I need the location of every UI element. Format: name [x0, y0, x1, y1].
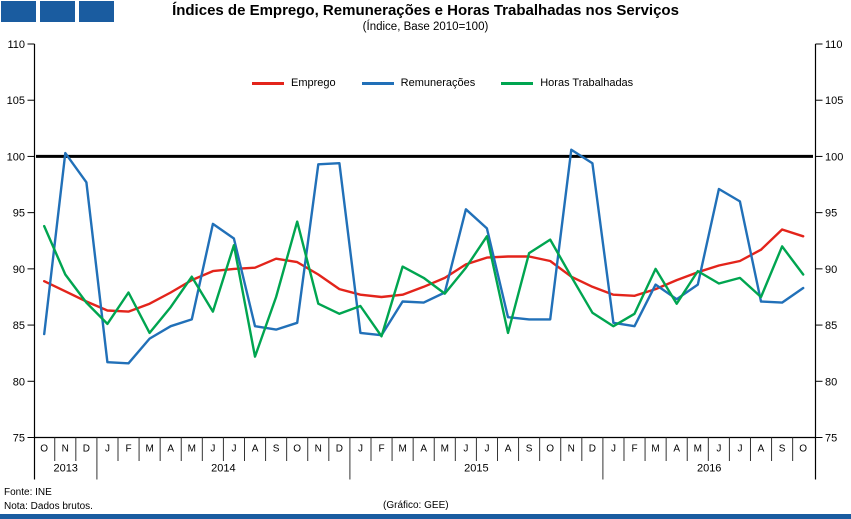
month-label: M	[651, 444, 659, 455]
y-axis-label-left: 85	[13, 320, 25, 332]
legend-item-remuneracoes: Remunerações	[361, 77, 476, 89]
month-label: S	[779, 444, 786, 455]
month-label: J	[716, 444, 721, 455]
credit-text: (Gráfico: GEE)	[383, 500, 449, 511]
y-axis-label-right: 95	[825, 208, 837, 220]
month-label: A	[167, 444, 174, 455]
note-text: Nota: Dados brutos.	[4, 501, 93, 512]
month-label: J	[463, 444, 468, 455]
y-axis-label-right: 90	[825, 264, 837, 276]
year-label: 2015	[464, 463, 488, 475]
logo-square-icon	[1, 1, 36, 22]
month-label: M	[441, 444, 449, 455]
month-label: F	[378, 444, 384, 455]
emprego-line-swatch-icon	[252, 81, 284, 85]
series-line-emprego	[43, 228, 805, 313]
series-line-remunerações	[43, 148, 805, 365]
month-label: N	[568, 444, 575, 455]
month-label: J	[484, 444, 489, 455]
month-label: D	[336, 444, 343, 455]
logo-square-icon	[79, 1, 114, 22]
legend-label: Emprego	[291, 77, 336, 89]
month-label: A	[252, 444, 259, 455]
month-label: M	[188, 444, 196, 455]
month-label: D	[589, 444, 596, 455]
month-label: M	[694, 444, 702, 455]
month-label: J	[210, 444, 215, 455]
month-label: J	[611, 444, 616, 455]
month-label: O	[293, 444, 301, 455]
chart-subtitle: (Índice, Base 2010=100)	[362, 21, 489, 33]
y-axis-label-left: 105	[7, 95, 25, 107]
month-label: O	[799, 444, 807, 455]
y-axis-label-left: 95	[13, 208, 25, 220]
month-label: J	[231, 444, 236, 455]
month-label: F	[125, 444, 131, 455]
y-axis-label-left: 110	[7, 39, 25, 51]
month-label: F	[631, 444, 637, 455]
month-label: A	[505, 444, 512, 455]
y-axis-label-right: 85	[825, 320, 837, 332]
month-label: J	[105, 444, 110, 455]
y-axis-label-left: 80	[13, 376, 25, 388]
month-label: M	[145, 444, 153, 455]
logo	[1, 1, 114, 22]
legend-item-horas: Horas Trabalhadas	[501, 77, 633, 89]
year-label: 2013	[53, 463, 77, 475]
month-label: M	[398, 444, 406, 455]
month-label: A	[420, 444, 427, 455]
y-axis-label-left: 75	[13, 433, 25, 445]
month-label: O	[546, 444, 554, 455]
month-label: S	[273, 444, 280, 455]
month-label: N	[62, 444, 69, 455]
year-label: 2016	[697, 463, 721, 475]
month-label: A	[673, 444, 680, 455]
y-axis-label-right: 110	[825, 39, 843, 51]
y-axis-label-right: 105	[825, 95, 843, 107]
month-label: A	[758, 444, 765, 455]
source-text: Fonte: INE	[4, 487, 52, 498]
month-label: S	[526, 444, 533, 455]
y-axis-label-right: 80	[825, 376, 837, 388]
month-label: O	[40, 444, 48, 455]
series-line-horas-trabalhadas	[43, 220, 805, 358]
legend-item-emprego: Emprego	[252, 77, 336, 89]
title-block: Índices de Emprego, Remunerações e Horas…	[0, 2, 851, 34]
horas-line-swatch-icon	[501, 81, 534, 85]
month-label: N	[315, 444, 322, 455]
y-axis-label-left: 100	[7, 151, 25, 163]
month-label: J	[737, 444, 742, 455]
month-label: D	[83, 444, 90, 455]
month-label: J	[358, 444, 363, 455]
y-axis-label-left: 90	[13, 264, 25, 276]
legend-label: Remunerações	[400, 77, 476, 89]
legend-label: Horas Trabalhadas	[540, 77, 634, 89]
footer: Fonte: INE Nota: Dados brutos.	[4, 486, 93, 514]
chart-title: Índices de Emprego, Remunerações e Horas…	[172, 2, 679, 19]
bottom-accent-bar	[0, 514, 851, 519]
y-axis-label-right: 100	[825, 151, 843, 163]
legend: Emprego Remunerações Horas Trabalhadas	[252, 77, 633, 89]
logo-square-icon	[40, 1, 75, 22]
y-axis-label-right: 75	[825, 433, 837, 445]
year-label: 2014	[211, 463, 235, 475]
remuneracoes-line-swatch-icon	[361, 81, 394, 85]
